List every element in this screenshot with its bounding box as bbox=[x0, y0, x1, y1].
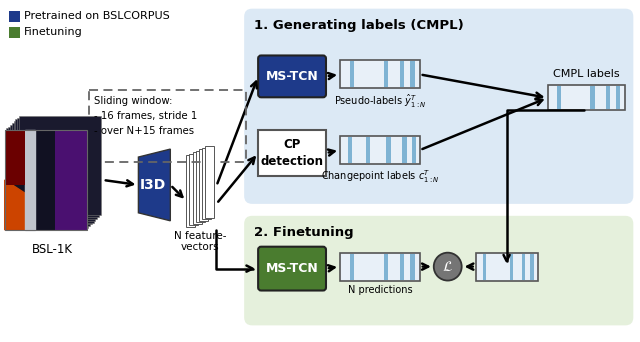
Text: I3D: I3D bbox=[140, 178, 166, 192]
Bar bbox=[410, 62, 415, 87]
Polygon shape bbox=[25, 130, 35, 230]
Text: CMPL labels: CMPL labels bbox=[553, 69, 620, 79]
Bar bbox=[8, 127, 90, 226]
Bar bbox=[19, 116, 101, 215]
FancyBboxPatch shape bbox=[258, 247, 326, 290]
Bar bbox=[6, 128, 88, 228]
Text: CP
detection: CP detection bbox=[260, 138, 324, 168]
Bar bbox=[56, 130, 86, 230]
Bar bbox=[530, 254, 534, 279]
Bar bbox=[476, 253, 538, 280]
Bar bbox=[13, 121, 95, 221]
Text: Pseudo-labels $\hat{y}_{1:N}^T$: Pseudo-labels $\hat{y}_{1:N}^T$ bbox=[333, 92, 426, 109]
Text: $\mathcal{L}$: $\mathcal{L}$ bbox=[442, 260, 453, 274]
Bar bbox=[616, 86, 620, 109]
Circle shape bbox=[434, 253, 461, 280]
Bar bbox=[402, 137, 406, 163]
Bar bbox=[4, 130, 86, 230]
FancyBboxPatch shape bbox=[244, 216, 634, 325]
Bar bbox=[4, 130, 25, 185]
Bar bbox=[199, 149, 208, 221]
Text: MS-TCN: MS-TCN bbox=[266, 262, 319, 275]
Bar bbox=[12, 123, 93, 223]
Bar bbox=[205, 146, 214, 218]
Bar bbox=[557, 86, 561, 109]
Bar bbox=[400, 254, 404, 279]
Bar bbox=[349, 254, 354, 279]
Text: Changepoint labels $c_{1:N}^T$: Changepoint labels $c_{1:N}^T$ bbox=[321, 168, 439, 185]
Bar bbox=[4, 130, 86, 230]
Text: Sliding window:
- 16 frames, stride 1
- over N+15 frames: Sliding window: - 16 frames, stride 1 - … bbox=[95, 96, 198, 136]
Bar bbox=[340, 136, 420, 164]
Bar bbox=[349, 62, 354, 87]
Bar bbox=[509, 254, 513, 279]
Text: BSL-1K: BSL-1K bbox=[32, 243, 74, 256]
Bar bbox=[410, 254, 415, 279]
Bar bbox=[196, 150, 205, 222]
FancyBboxPatch shape bbox=[244, 9, 634, 204]
Bar bbox=[606, 86, 610, 109]
Bar bbox=[193, 152, 202, 224]
Bar bbox=[387, 137, 390, 163]
Bar bbox=[9, 11, 20, 22]
Bar bbox=[412, 137, 416, 163]
Bar bbox=[365, 137, 370, 163]
Bar bbox=[4, 130, 86, 230]
Bar bbox=[590, 86, 595, 109]
Polygon shape bbox=[4, 180, 28, 230]
Bar bbox=[348, 137, 353, 163]
Bar bbox=[400, 62, 404, 87]
Bar bbox=[384, 254, 388, 279]
Text: 2. Finetuning: 2. Finetuning bbox=[254, 226, 354, 239]
Bar bbox=[340, 253, 420, 280]
Bar bbox=[258, 130, 326, 176]
Text: Finetuning: Finetuning bbox=[24, 27, 83, 37]
Bar bbox=[10, 125, 92, 224]
Text: 1. Generating labels (CMPL): 1. Generating labels (CMPL) bbox=[254, 18, 464, 31]
FancyBboxPatch shape bbox=[258, 55, 326, 97]
Text: MS-TCN: MS-TCN bbox=[266, 70, 319, 83]
Bar bbox=[186, 155, 195, 227]
Bar bbox=[17, 118, 99, 217]
Bar bbox=[15, 119, 97, 219]
Bar bbox=[340, 61, 420, 88]
Bar bbox=[189, 154, 198, 225]
Bar bbox=[547, 86, 625, 110]
Bar bbox=[9, 27, 20, 38]
Bar bbox=[522, 254, 525, 279]
Text: Pretrained on BSLCORPUS: Pretrained on BSLCORPUS bbox=[24, 11, 170, 21]
Text: N predictions: N predictions bbox=[348, 285, 412, 294]
Bar bbox=[384, 62, 388, 87]
Text: N feature-
vectors: N feature- vectors bbox=[174, 231, 227, 252]
Bar bbox=[483, 254, 486, 279]
Bar bbox=[202, 148, 211, 219]
Polygon shape bbox=[138, 149, 170, 221]
